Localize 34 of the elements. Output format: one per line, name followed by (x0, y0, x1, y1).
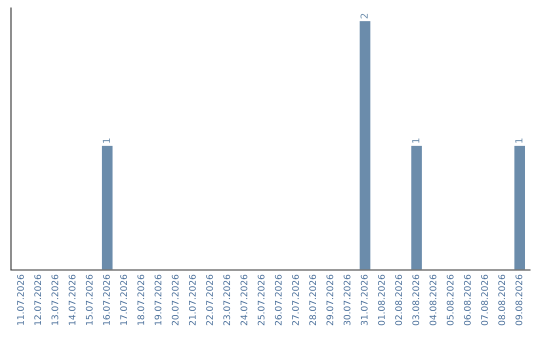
x-tick-label: 19.07.2026 (154, 274, 162, 325)
data-label: 1 (102, 138, 110, 143)
x-tick-label: 14.07.2026 (68, 274, 76, 325)
x-tick-label: 05.08.2026 (446, 274, 454, 326)
x-tick-label: 09.08.2026 (515, 274, 522, 326)
x-tick-label: 22.07.2026 (206, 274, 213, 326)
data-label: 1 (412, 138, 420, 143)
x-tick-label: 13.07.2026 (51, 274, 58, 325)
x-tick-label: 03.08.2026 (412, 274, 420, 326)
x-tick-label: 27.07.2026 (292, 274, 299, 326)
x-tick-label: 28.07.2026 (309, 274, 316, 326)
data-label: 1 (515, 138, 522, 143)
x-tick-label: 15.07.2026 (86, 274, 93, 325)
x-tick-label: 18.07.2026 (137, 274, 144, 325)
x-tick-label: 29.07.2026 (326, 274, 334, 326)
x-tick-label: 01.08.2026 (378, 274, 385, 326)
x-tick-label: 17.07.2026 (120, 274, 128, 325)
x-tick-label: 02.08.2026 (395, 274, 402, 326)
data-label: 2 (360, 14, 368, 18)
x-tick-label: 26.07.2026 (274, 274, 282, 326)
x-tick-label: 08.08.2026 (498, 274, 506, 326)
x-tick-label: 12.07.2026 (34, 274, 42, 325)
x-tick-label: 16.07.2026 (103, 274, 110, 325)
x-tick-label: 30.07.2026 (344, 274, 350, 326)
x-tick-label: 07.08.2026 (481, 274, 488, 326)
x-tick-label: 04.08.2026 (430, 274, 436, 326)
x-tick-label: 31.07.2026 (360, 274, 368, 326)
x-tick-label: 06.08.2026 (464, 274, 471, 326)
x-tick-label: 24.07.2026 (240, 274, 248, 326)
x-tick-label: 11.07.2026 (17, 274, 24, 325)
x-tick-label: 21.07.2026 (188, 274, 196, 326)
x-tick-label: 23.07.2026 (223, 274, 230, 326)
x-tick-label: 25.07.2026 (258, 274, 265, 326)
x-tick-label: 20.07.2026 (172, 274, 179, 326)
